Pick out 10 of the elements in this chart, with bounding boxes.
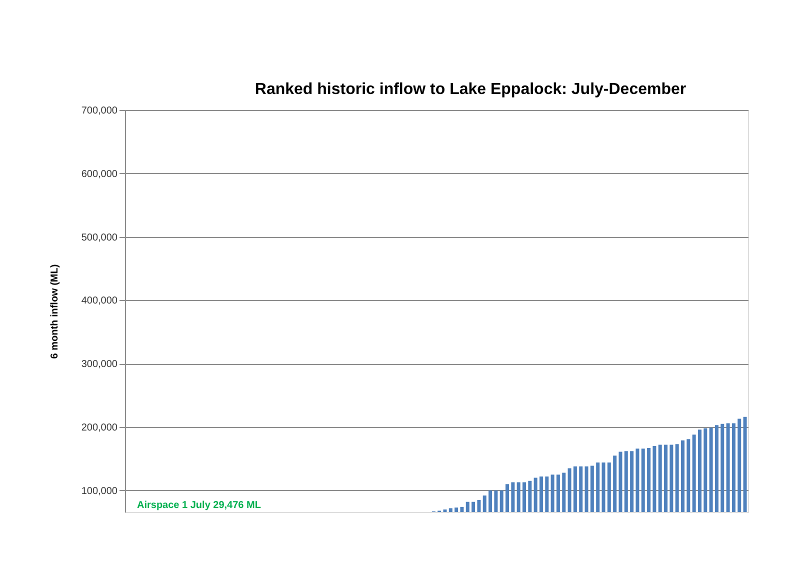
y-tick-label: 700,000 — [81, 106, 118, 116]
y-tick-label: 400,000 — [81, 296, 118, 307]
y-tick-label: 600,000 — [81, 168, 118, 180]
y-tick-label: 300,000 — [81, 359, 118, 370]
annotation: Airspace 1 July 29,476 ML — [137, 500, 261, 511]
y-tick-label: 200,000 — [81, 422, 118, 434]
y-tick-label: 500,000 — [81, 232, 118, 244]
chart-title: Ranked historic inflow to Lake Eppalock: July-December — [254, 81, 686, 98]
y-tick-label: 100,000 — [81, 486, 118, 497]
y-axis-title: 6 month inflow (ML) — [49, 264, 60, 359]
